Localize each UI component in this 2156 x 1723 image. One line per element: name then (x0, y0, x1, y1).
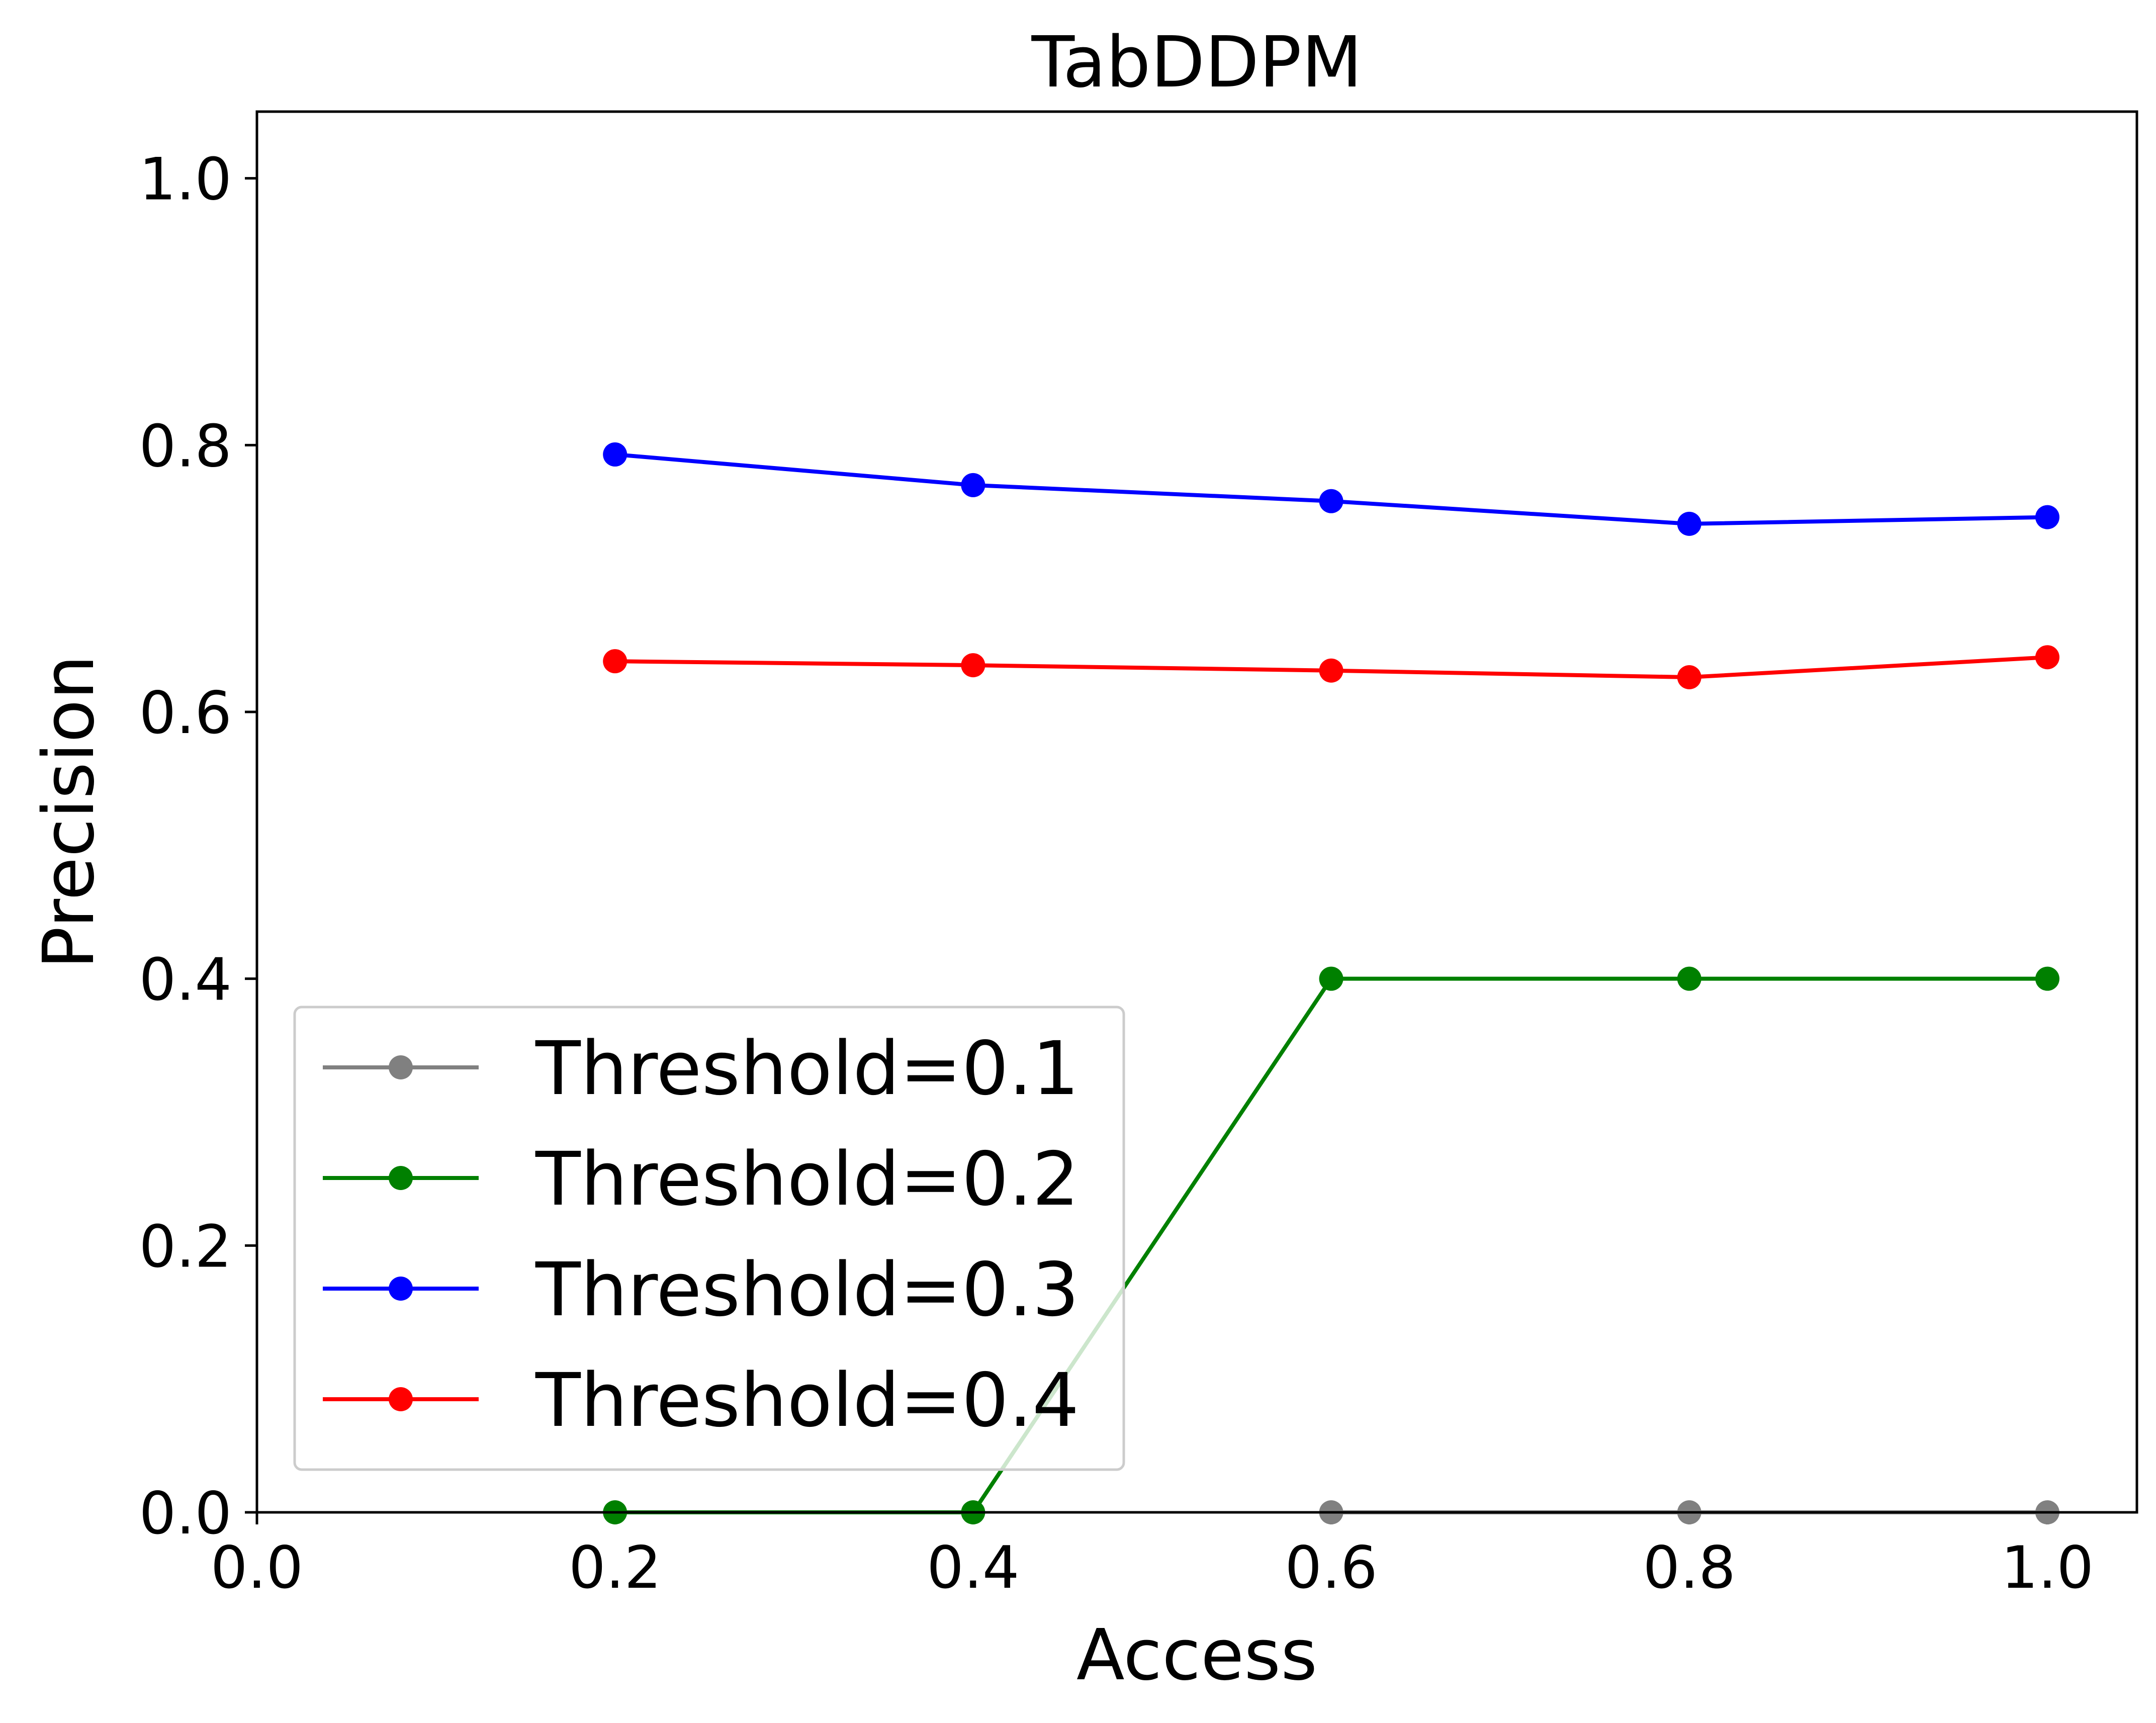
legend: Threshold=0.1 Threshold=0.2 Threshold=0.3 T… (293, 1006, 1125, 1471)
legend-marker (389, 1055, 413, 1079)
legend-item: Threshold=0.4 (323, 1357, 1079, 1443)
legend-label: Threshold=0.1 (535, 1026, 1079, 1112)
legend-item: Threshold=0.3 (323, 1247, 1079, 1333)
x-tick-label: 0.2 (569, 1534, 661, 1602)
legend-label: Threshold=0.4 (535, 1357, 1079, 1443)
data-point (1319, 966, 1343, 991)
data-point (1677, 966, 1701, 991)
legend-marker (389, 1277, 413, 1301)
y-tick-label: 0.6 (139, 679, 232, 747)
y-tick-label: 0.8 (139, 412, 232, 480)
series-3 (603, 442, 2059, 536)
data-point (1319, 658, 1343, 683)
data-point (2035, 645, 2059, 670)
chart-title: TabDDPM (1031, 22, 1363, 104)
series-4 (603, 645, 2059, 690)
legend-item: Threshold=0.2 (323, 1136, 1079, 1222)
data-point (1319, 489, 1343, 513)
y-axis-label: Precision (28, 655, 110, 969)
x-tick-label: 0.4 (927, 1534, 1019, 1602)
data-point (2035, 505, 2059, 529)
data-point (603, 649, 627, 674)
y-tick-label: 0.0 (139, 1480, 232, 1548)
x-tick-label: 0.6 (1285, 1534, 1377, 1602)
legend-marker (389, 1387, 413, 1411)
legend-box (293, 1006, 1125, 1471)
x-tick-label: 0.0 (211, 1534, 303, 1602)
x-axis-label: Access (1076, 1614, 1317, 1696)
y-tick-label: 1.0 (139, 146, 232, 214)
y-tick-label: 0.4 (139, 946, 232, 1014)
data-point (961, 473, 985, 497)
x-tick-label: 0.8 (1643, 1534, 1736, 1602)
legend-marker (389, 1166, 413, 1190)
data-point (961, 653, 985, 678)
data-point (2035, 966, 2059, 991)
x-tick-label: 1.0 (2001, 1534, 2094, 1602)
data-point (1677, 665, 1701, 690)
y-tick-label: 0.2 (139, 1213, 232, 1281)
legend-label: Threshold=0.3 (535, 1247, 1079, 1333)
plot-frame (255, 110, 2138, 1514)
axis-ticks: 0.0 0.2 0.4 0.6 0.8 1.0 0.0 0.2 0.4 0.6 0.8 1.0 (139, 146, 2094, 1602)
legend-item: Threshold=0.1 (323, 1026, 1079, 1112)
data-point (603, 442, 627, 467)
legend-label: Threshold=0.2 (535, 1136, 1079, 1222)
data-point (1677, 511, 1701, 536)
